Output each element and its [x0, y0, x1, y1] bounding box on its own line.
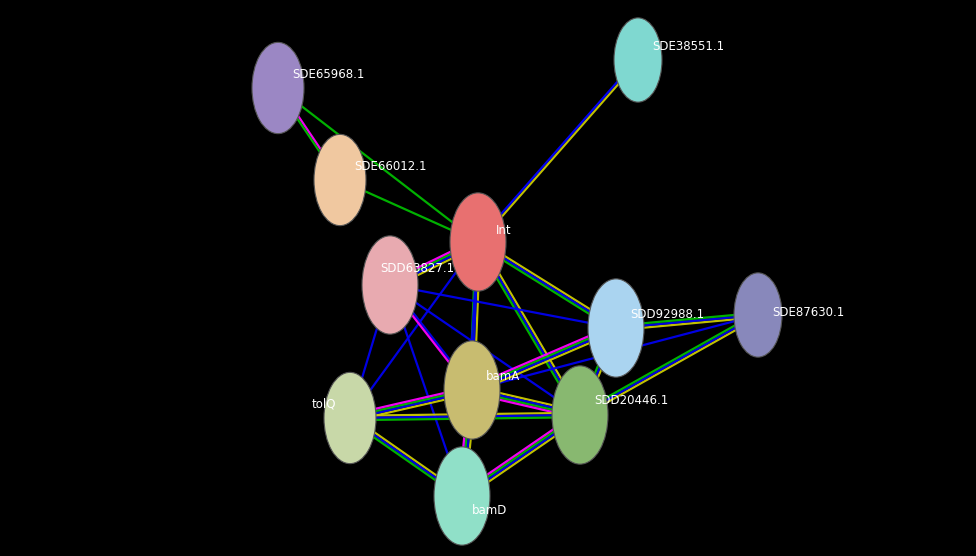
Ellipse shape — [434, 447, 490, 545]
Text: SDE65968.1: SDE65968.1 — [292, 67, 364, 81]
Text: SDE66012.1: SDE66012.1 — [354, 160, 427, 172]
Ellipse shape — [614, 18, 662, 102]
Ellipse shape — [314, 135, 366, 226]
Text: SDE87630.1: SDE87630.1 — [772, 306, 844, 320]
Text: bamD: bamD — [472, 504, 508, 517]
Text: SDD92988.1: SDD92988.1 — [630, 307, 704, 320]
Text: SDE38551.1: SDE38551.1 — [652, 39, 724, 52]
Text: Int: Int — [496, 224, 511, 236]
Ellipse shape — [450, 193, 506, 291]
Ellipse shape — [324, 373, 376, 464]
Text: SDD20446.1: SDD20446.1 — [594, 395, 669, 408]
Ellipse shape — [444, 341, 500, 439]
Ellipse shape — [588, 279, 644, 377]
Text: bamA: bamA — [486, 370, 520, 383]
Ellipse shape — [362, 236, 418, 334]
Ellipse shape — [552, 366, 608, 464]
Ellipse shape — [734, 273, 782, 357]
Text: tolQ: tolQ — [311, 398, 336, 410]
Text: SDD63827.1: SDD63827.1 — [380, 262, 454, 276]
Ellipse shape — [252, 42, 304, 133]
